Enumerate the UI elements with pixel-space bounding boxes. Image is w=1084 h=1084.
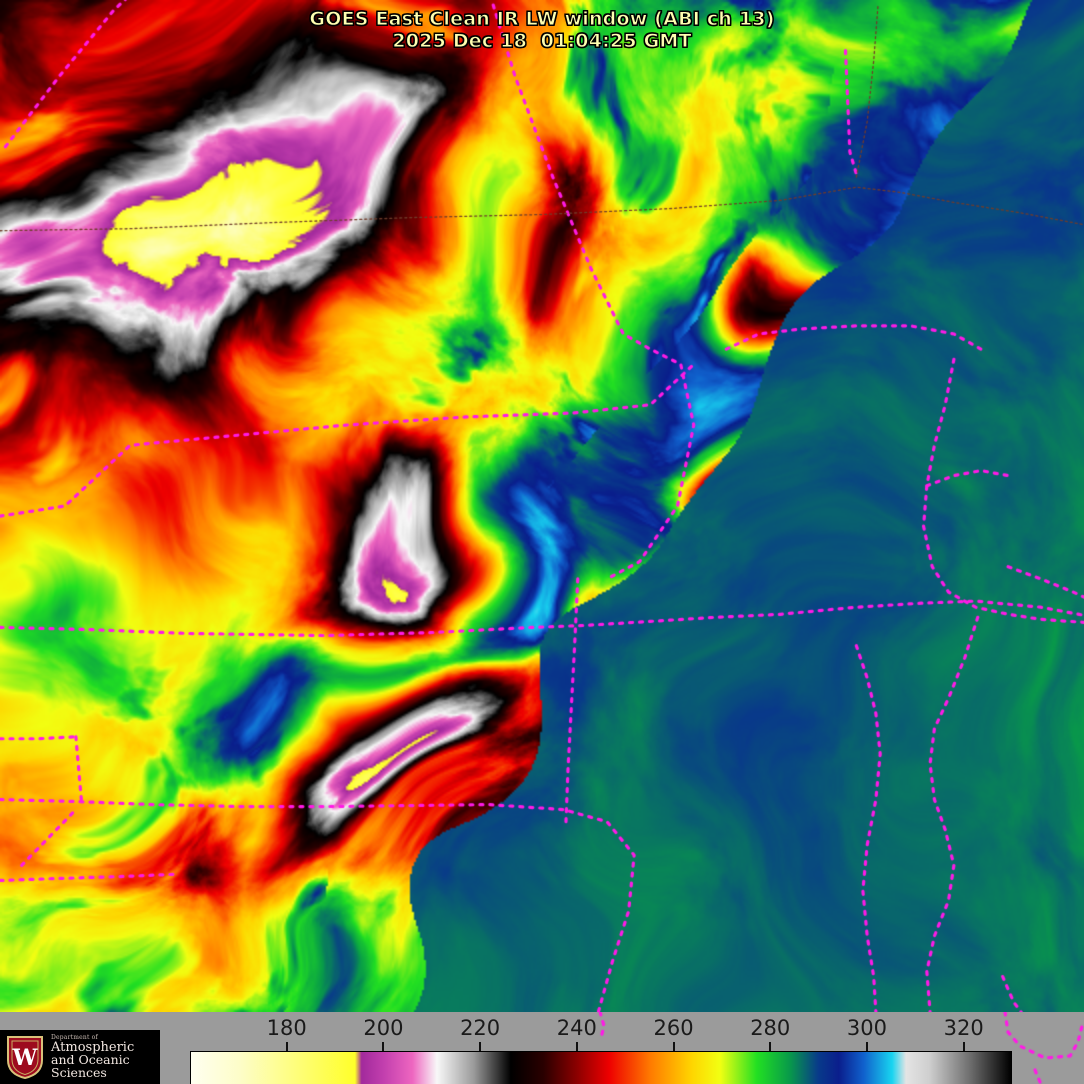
colorbar-tick-label: 320 <box>943 1016 984 1040</box>
colorbar-tick-mark <box>285 1042 288 1051</box>
colorbar-tick-mark <box>962 1042 965 1051</box>
colorbar-tick-label: 240 <box>556 1016 597 1040</box>
colorbar-tick-mark <box>575 1042 578 1051</box>
colorbar-axis: 180 200 220 240 260 280 300 320 <box>0 1012 1084 1052</box>
colorbar-tick-label: 260 <box>653 1016 694 1040</box>
colorbar-tick-mark <box>769 1042 772 1051</box>
uw-crest-icon: W <box>5 1034 45 1080</box>
colorbar-tick-mark <box>479 1042 482 1051</box>
political-border-overlay <box>0 0 1084 1012</box>
colorbar-gradient <box>191 1052 1011 1084</box>
colorbar-tick-mark <box>382 1042 385 1051</box>
colorbar-tick-label: 200 <box>363 1016 404 1040</box>
logo-line-1: Atmospheric <box>51 1040 135 1055</box>
logo-department-prefix: Department of <box>51 1034 98 1041</box>
svg-text:W: W <box>12 1045 38 1071</box>
colorbar-tick-mark <box>865 1042 868 1051</box>
colorbar-tick-label: 180 <box>266 1016 307 1040</box>
colorbar[interactable] <box>190 1051 1012 1084</box>
satellite-image-panel[interactable] <box>0 0 1084 1012</box>
colorbar-tick-label: 300 <box>846 1016 887 1040</box>
colorbar-tick-mark <box>672 1042 675 1051</box>
uw-madison-aos-logo[interactable]: W Department of Atmospheric and Oceanic … <box>0 1030 160 1084</box>
colorbar-tick-label: 220 <box>460 1016 501 1040</box>
logo-text-block: Department of Atmospheric and Oceanic Sc… <box>51 1035 160 1079</box>
logo-line-2: and Oceanic Sciences <box>51 1052 130 1080</box>
colorbar-tick-label: 280 <box>750 1016 791 1040</box>
colorbar-strip: 180 200 220 240 260 280 300 320 <box>0 1012 1084 1084</box>
